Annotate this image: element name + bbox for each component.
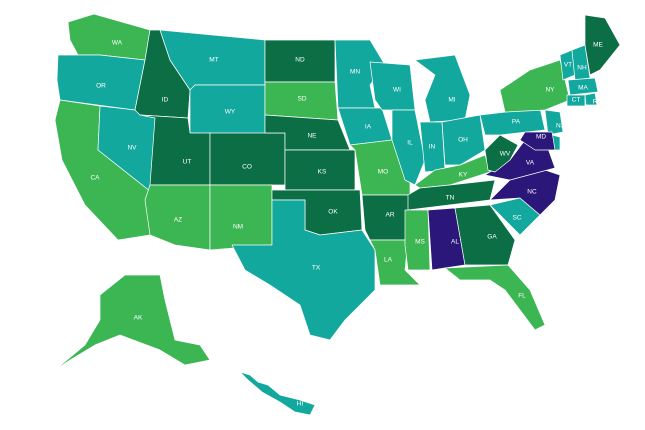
state-fl[interactable]: [444, 264, 546, 331]
state-ri[interactable]: [584, 92, 598, 106]
state-md[interactable]: [519, 131, 556, 151]
state-pa[interactable]: [479, 107, 546, 136]
state-ks[interactable]: [284, 149, 356, 191]
state-ny[interactable]: [499, 59, 571, 113]
state-ak[interactable]: [54, 274, 211, 371]
state-al[interactable]: [427, 207, 466, 271]
state-nm[interactable]: [209, 184, 273, 251]
state-in[interactable]: [419, 121, 446, 173]
state-wa[interactable]: [67, 13, 151, 61]
state-ma[interactable]: [567, 77, 599, 96]
state-ga[interactable]: [454, 204, 516, 266]
state-wi[interactable]: [369, 61, 416, 111]
state-shapes: [54, 13, 621, 416]
state-nd[interactable]: [264, 39, 336, 83]
state-me[interactable]: [584, 14, 621, 76]
state-nh[interactable]: [571, 44, 591, 81]
state-ar[interactable]: [361, 194, 411, 241]
state-mi[interactable]: [414, 54, 471, 123]
state-hi[interactable]: [239, 371, 316, 416]
state-sd[interactable]: [264, 81, 339, 121]
state-nj[interactable]: [544, 109, 564, 136]
state-ct[interactable]: [566, 94, 586, 107]
state-ms[interactable]: [404, 209, 431, 271]
state-tx[interactable]: [231, 199, 376, 341]
state-az[interactable]: [144, 184, 211, 251]
state-wy[interactable]: [189, 84, 266, 136]
state-label-de: DE: [563, 142, 573, 149]
state-oh[interactable]: [441, 114, 486, 166]
state-co[interactable]: [209, 132, 286, 186]
